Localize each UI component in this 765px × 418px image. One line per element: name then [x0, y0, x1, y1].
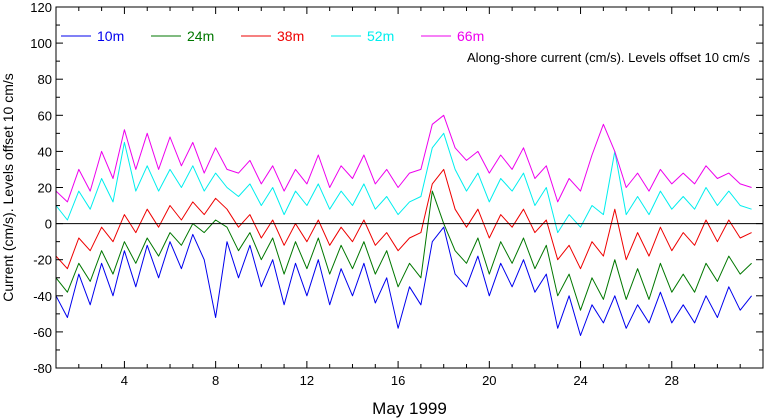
ticks-layer: -80 -60 -40 -20 0 20 40 60 80 100 120 4 8 12 16 20 24 28 [30, 0, 764, 388]
legend: 10m 24m 38m 52m 66m [61, 28, 484, 44]
legend-label-52m: 52m [367, 28, 394, 44]
x-tick-label: 28 [665, 373, 679, 388]
y-tick-label: 80 [38, 72, 52, 87]
series-layer [56, 114, 752, 336]
x-axis-label: May 1999 [372, 399, 447, 418]
y-tick-label: -20 [33, 253, 52, 268]
y-tick-label: -80 [33, 361, 52, 376]
series-line-24m [56, 190, 752, 311]
y-tick-label: 60 [38, 108, 52, 123]
y-tick-label: 40 [38, 144, 52, 159]
y-axis-label: Current (cm/s). Levels offset 10 cm/s [0, 73, 16, 301]
x-tick-label: 12 [300, 373, 314, 388]
series-line-10m [56, 226, 752, 336]
x-tick-label: 16 [391, 373, 405, 388]
y-tick-label: 0 [45, 217, 52, 232]
x-tick-label: 24 [573, 373, 587, 388]
y-tick-label: 100 [30, 36, 52, 51]
x-tick-label: 20 [482, 373, 496, 388]
y-tick-label: 20 [38, 181, 52, 196]
legend-label-10m: 10m [97, 28, 124, 44]
series-line-66m [56, 114, 752, 203]
x-tick-label: 4 [121, 373, 128, 388]
series-line-38m [56, 168, 752, 270]
series-line-52m [56, 132, 752, 234]
x-tick-label: 8 [212, 373, 219, 388]
y-tick-label: -40 [33, 289, 52, 304]
chart-annotation: Along-shore current (cm/s). Levels offse… [467, 50, 750, 65]
y-tick-label: 120 [30, 0, 52, 15]
legend-label-66m: 66m [457, 28, 484, 44]
legend-label-24m: 24m [187, 28, 214, 44]
legend-label-38m: 38m [277, 28, 304, 44]
y-tick-label: -60 [33, 325, 52, 340]
